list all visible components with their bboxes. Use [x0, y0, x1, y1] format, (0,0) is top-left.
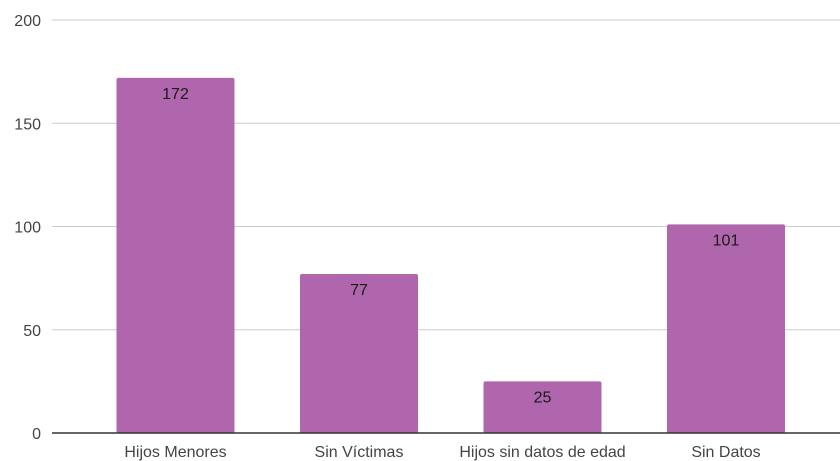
x-category-label: Sin Víctimas [315, 444, 404, 461]
y-tick-label: 0 [32, 426, 41, 443]
bar-value-label: 101 [713, 232, 740, 249]
x-category-label: Hijos Menores [124, 444, 226, 461]
bar-value-label: 25 [534, 389, 552, 406]
bar-value-labels: 172 77 25 101 [162, 86, 739, 407]
bar-value-label: 172 [162, 86, 189, 103]
bar-value-label: 77 [350, 282, 368, 299]
y-tick-label: 100 [14, 220, 41, 237]
bar [116, 77, 235, 433]
bar [483, 381, 602, 433]
bar [300, 273, 418, 433]
bar [667, 224, 785, 433]
y-axis-tick-labels: 0 50 100 150 200 [14, 13, 41, 443]
y-tick-label: 150 [14, 116, 41, 133]
x-axis-category-labels: Hijos Menores Sin Víctimas Hijos sin datos… [124, 444, 760, 461]
x-category-label: Hijos sin datos de edad [459, 444, 625, 461]
y-tick-label: 50 [23, 323, 41, 340]
x-category-label: Sin Datos [691, 444, 760, 461]
bars [116, 77, 785, 433]
y-tick-label: 200 [14, 13, 41, 30]
